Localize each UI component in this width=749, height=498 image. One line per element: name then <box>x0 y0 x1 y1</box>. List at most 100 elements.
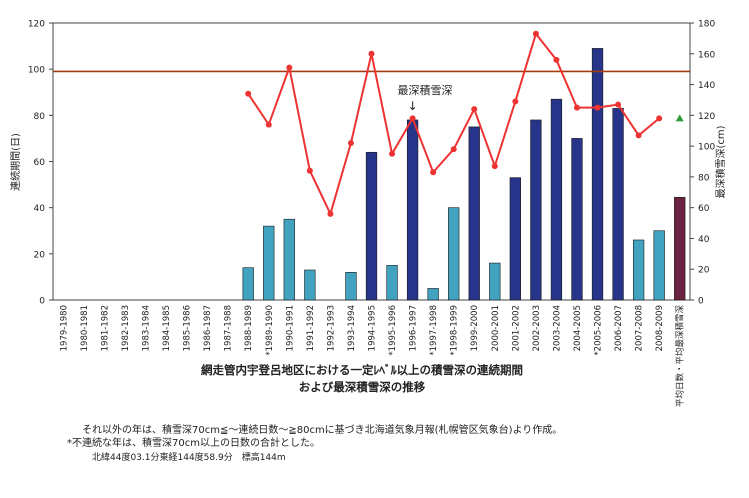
x-tick-label: 1985-1986 <box>183 305 193 351</box>
x-tick-label: *1997-1998 <box>429 305 439 356</box>
line-point <box>553 56 560 63</box>
bar <box>263 225 275 301</box>
y-right-tick-label: 100 <box>698 143 715 153</box>
x-tick-label: 1984-1985 <box>162 305 172 351</box>
footnote-source: それ以外の年は、積雪深70cm≦～連続日数～≧80cmに基づき北海道気象月報(札… <box>82 425 563 436</box>
x-tick-label: *1989-1990 <box>265 305 275 356</box>
bar <box>571 138 583 301</box>
x-tick-label: 1983-1984 <box>141 305 151 351</box>
line-point <box>573 104 580 111</box>
x-tick-labels-group: 1979-1980 1980-1981 1981-1982 1982-1983 1983… <box>59 305 685 408</box>
footnote-location: 北緯44度03.1分東経144度58.9分 標高144m <box>92 453 286 463</box>
annotation-label: 最深積雪深 <box>398 83 453 97</box>
x-tick-label: *1998-1999 <box>450 305 460 356</box>
line-point <box>635 132 642 139</box>
bar <box>345 271 357 301</box>
bars-group <box>242 48 686 301</box>
y-left-tick-label: 60 <box>34 158 46 168</box>
x-tick-label: 1981-1982 <box>100 305 110 351</box>
y-left-tick-label: 100 <box>28 66 45 76</box>
x-tick-label: 1991-1992 <box>306 305 316 351</box>
line-point <box>656 115 663 122</box>
x-tick-label: 1988-1989 <box>244 305 254 351</box>
line-point <box>532 30 539 37</box>
line-point <box>368 50 375 57</box>
line-point <box>245 90 252 97</box>
y-right-tick-label: 160 <box>698 50 715 60</box>
x-tick-label: 1990-1991 <box>285 305 295 351</box>
x-tick-label: 平均日数・平均最深積雪深 <box>675 305 686 408</box>
y-left-tick-label: 20 <box>34 250 46 260</box>
line-point <box>450 146 457 153</box>
bar <box>612 108 624 301</box>
bar <box>550 98 563 301</box>
y-left-tick-label: 40 <box>34 204 46 214</box>
x-tick-label: 2002-2003 <box>532 305 542 351</box>
x-tick-label: 2001-2002 <box>511 305 521 351</box>
bar <box>653 230 665 301</box>
line-point <box>491 163 498 170</box>
line-point <box>430 169 437 176</box>
bar <box>448 207 460 301</box>
y-right-tick-label: 140 <box>698 81 715 91</box>
bar <box>674 196 686 301</box>
x-tick-label: 1993-1994 <box>347 305 357 351</box>
line-point <box>615 101 622 108</box>
bar <box>304 269 316 301</box>
bar <box>509 177 521 301</box>
x-tick-label: 2006-2007 <box>614 305 624 351</box>
x-tick-label: 1994-1995 <box>368 305 378 351</box>
x-tick-label: 1996-1997 <box>409 305 419 351</box>
line-series-group <box>245 30 684 217</box>
bar <box>468 126 480 301</box>
line-point <box>409 115 416 122</box>
x-tick-label: *1995-1996 <box>388 305 398 356</box>
bar <box>530 119 542 301</box>
x-tick-label: 1980-1981 <box>80 305 90 351</box>
line-point <box>594 104 601 111</box>
y-left-tick-label: 80 <box>34 112 46 122</box>
line-point <box>389 150 396 157</box>
annotation-arrow: ↓ <box>408 99 418 113</box>
y-right-tick-label: 180 <box>698 20 715 30</box>
line-point <box>327 210 334 217</box>
y-left-tick-label: 120 <box>28 20 45 30</box>
line-point <box>286 64 293 71</box>
line-point <box>347 140 354 147</box>
y-right-tick-label: 80 <box>698 173 710 183</box>
x-tick-label: 1992-1993 <box>326 305 336 351</box>
bar <box>489 262 501 301</box>
bar <box>632 239 645 301</box>
x-tick-label: 2003-2004 <box>552 305 562 351</box>
y-right-tick-label: 0 <box>698 297 704 307</box>
x-tick-label: 1986-1987 <box>203 305 213 351</box>
x-tick-label: 2008-2009 <box>655 305 665 351</box>
chart-title-line2: および最深積雪深の推移 <box>299 380 426 394</box>
y-right-tick-label: 60 <box>698 204 710 214</box>
bar <box>242 267 254 301</box>
line-point <box>265 121 272 128</box>
x-tick-label: 1982-1983 <box>121 305 131 351</box>
line-point <box>471 106 478 113</box>
x-tick-label: 2007-2008 <box>635 305 645 351</box>
x-tick-label: *2005-2006 <box>594 305 604 356</box>
y-right-tick-label: 120 <box>698 112 715 122</box>
average-depth-marker <box>675 114 684 122</box>
y-right-tick-label: 40 <box>698 235 710 245</box>
bar <box>365 151 378 301</box>
line-point <box>306 167 313 174</box>
x-tick-label: 2000-2001 <box>491 305 501 351</box>
line-point <box>512 98 519 105</box>
x-tick-label: 1987-1988 <box>224 305 234 351</box>
x-tick-label: 1979-1980 <box>59 305 69 351</box>
bar <box>591 48 604 301</box>
y-left-tick-label: 0 <box>39 297 45 307</box>
bar <box>427 288 439 301</box>
bar <box>283 218 295 301</box>
y-axis-label-right: 最深積雪深(cm) <box>714 125 727 198</box>
x-tick-label: 2004-2005 <box>573 305 583 351</box>
y-axis-label-left: 連続期間(日) <box>9 133 22 191</box>
chart-title-line1: 網走管内宇登呂地区における一定ﾚﾍﾞﾙ以上の積雪深の連続期間 <box>201 363 523 377</box>
